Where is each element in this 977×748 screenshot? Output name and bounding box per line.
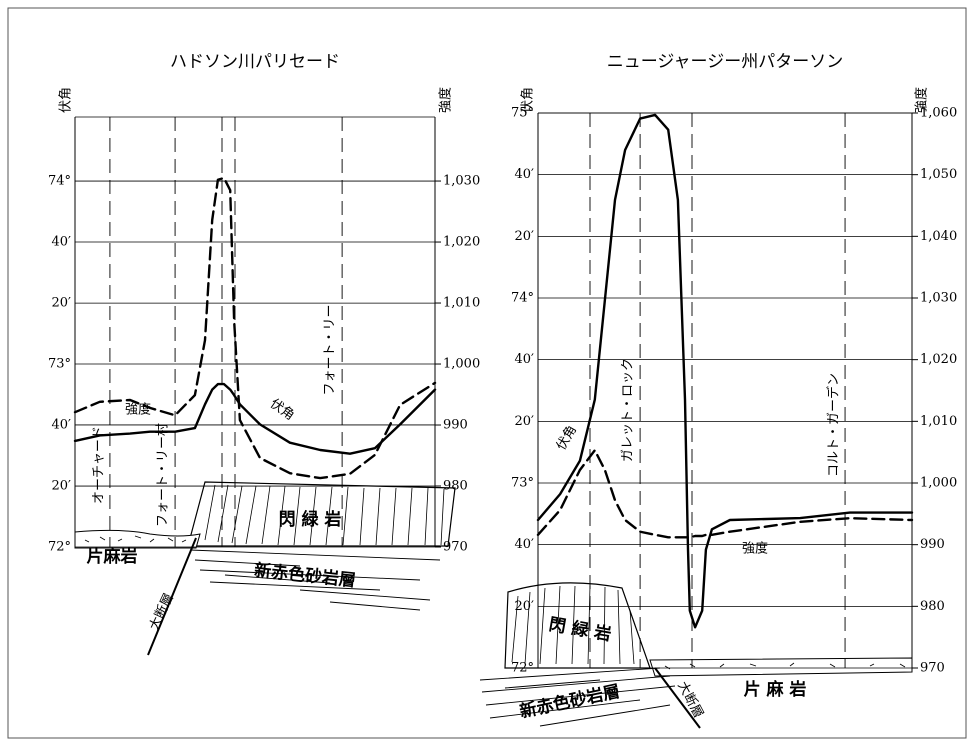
y2-tick-label: 1,010: [920, 414, 957, 429]
location-label: オーチャード: [91, 426, 106, 504]
rock-label: 新赤色砂岩層: [518, 681, 622, 723]
series-label: 伏角: [267, 396, 297, 423]
y-tick-label: 20′: [515, 229, 535, 244]
y2-tick-label: 1,020: [443, 235, 480, 250]
y2-tick-label: 970: [920, 661, 945, 676]
location-label: コルト・ガーデン: [826, 373, 842, 477]
chart-title: ニュージャージー州パターソン: [607, 52, 843, 72]
series-line: [536, 113, 914, 629]
y-tick-label: 20′: [52, 479, 72, 494]
y-tick-label: 72°: [511, 661, 534, 676]
geology-right: [479, 582, 913, 729]
y-tick-label: 20′: [515, 599, 535, 614]
y2-tick-label: 1,010: [443, 296, 480, 311]
y2-tick-label: 1,060: [920, 106, 957, 121]
rock-label: 大断層: [147, 591, 177, 633]
series-line: [73, 382, 437, 455]
rock-label: 片麻岩: [87, 546, 138, 567]
y2-tick-label: 1,040: [920, 229, 957, 244]
y2-tick-label: 1,030: [920, 291, 957, 306]
series-line: [73, 176, 437, 480]
y-tick-label: 40′: [515, 537, 535, 552]
rock-label: 閃 緑 岩: [279, 509, 342, 530]
y-tick-label: 73°: [48, 357, 71, 372]
y2-axis-label: 強度: [438, 87, 454, 113]
y2-tick-label: 1,020: [920, 352, 957, 367]
y2-axis-label: 強度: [914, 87, 930, 113]
location-label: フォート・リー村: [156, 423, 171, 527]
chart-title: ハドソン川パリセード: [170, 52, 340, 72]
geology-left: [74, 481, 456, 656]
y2-tick-label: 1,000: [920, 476, 957, 491]
y-tick-label: 40′: [515, 167, 535, 182]
y-tick-label: 40′: [52, 417, 72, 432]
series-line: [536, 449, 914, 539]
series-label: 強度: [742, 541, 768, 557]
y-tick-label: 20′: [52, 296, 72, 311]
series-label: 強度: [125, 402, 151, 418]
y2-tick-label: 970: [443, 540, 468, 555]
y2-tick-label: 980: [443, 479, 468, 494]
series-label: 伏角: [554, 423, 580, 453]
y2-tick-label: 1,000: [443, 357, 480, 372]
y-axis-label: 伏角: [521, 87, 536, 113]
y-tick-label: 72°: [48, 540, 71, 555]
y-tick-label: 40′: [52, 234, 72, 249]
y-tick-label: 74°: [511, 291, 534, 306]
location-label: フォート・リー: [323, 304, 338, 395]
y2-tick-label: 990: [443, 418, 468, 433]
y-tick-label: 40′: [515, 352, 535, 367]
y-tick-label: 75°: [511, 106, 534, 121]
y-axis-label: 伏角: [59, 87, 74, 113]
frame: [7, 7, 967, 739]
y-tick-label: 73°: [511, 476, 534, 491]
y-tick-label: 74°: [48, 174, 71, 189]
y2-tick-label: 1,050: [920, 167, 957, 182]
y2-tick-label: 990: [920, 537, 945, 552]
y-tick-label: 20′: [515, 414, 535, 429]
rock-label: 片 麻 岩: [744, 679, 807, 700]
y2-tick-label: 980: [920, 599, 945, 614]
y2-tick-label: 1,030: [443, 174, 480, 189]
location-label: ガレット・ロック: [621, 358, 636, 462]
